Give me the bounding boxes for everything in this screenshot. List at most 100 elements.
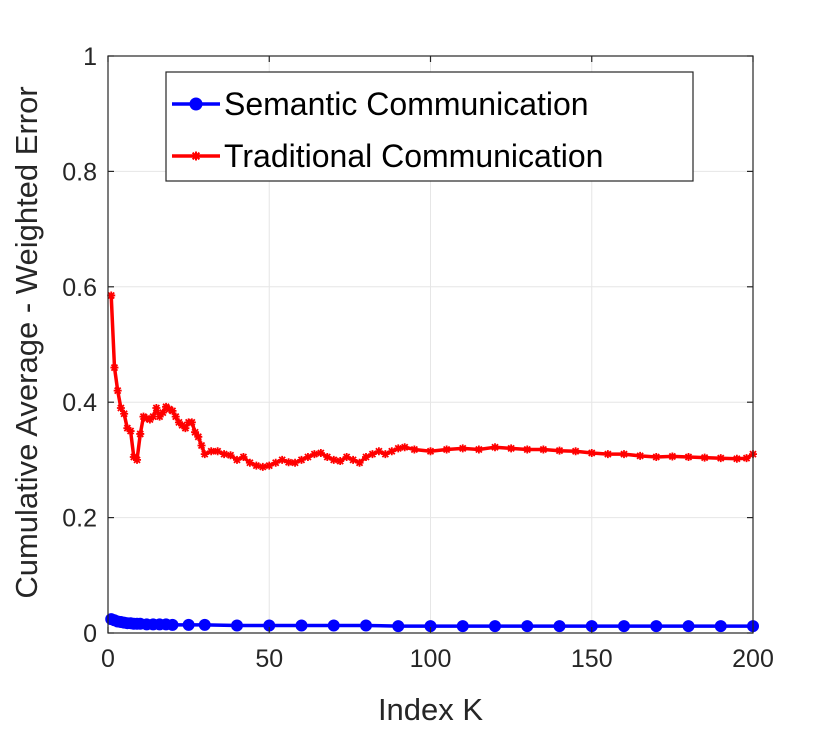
data-point <box>571 447 580 456</box>
x-tick-label: 200 <box>732 645 774 673</box>
data-point <box>152 403 161 412</box>
data-point <box>362 453 370 462</box>
legend-entry: Semantic Communication <box>172 86 589 122</box>
data-point <box>652 453 661 462</box>
y-tick-label: 0.4 <box>62 389 97 417</box>
data-point <box>456 620 469 633</box>
data-point <box>166 618 179 631</box>
series-traditional-communication <box>107 291 757 471</box>
data-point <box>336 457 345 466</box>
data-point <box>618 620 630 633</box>
data-point <box>239 453 248 462</box>
x-tick-label: 50 <box>255 645 283 673</box>
data-point <box>491 443 499 452</box>
data-point <box>142 414 151 423</box>
data-point <box>145 415 154 424</box>
data-point <box>742 454 751 463</box>
data-point <box>507 444 516 453</box>
data-point <box>116 403 125 412</box>
data-point <box>410 445 419 454</box>
data-point <box>636 451 645 460</box>
data-point <box>291 458 300 467</box>
data-point <box>120 409 129 418</box>
data-point <box>168 406 177 415</box>
data-point <box>682 620 695 633</box>
data-point <box>387 447 396 456</box>
legend-marker <box>189 97 203 111</box>
data-point <box>700 453 709 462</box>
data-point <box>178 421 187 430</box>
x-tick-label: 100 <box>410 645 452 673</box>
data-point <box>165 405 174 414</box>
data-point <box>182 618 195 631</box>
data-point <box>555 446 564 455</box>
data-point <box>349 455 358 464</box>
data-point <box>207 447 216 456</box>
data-point <box>174 418 183 427</box>
data-point <box>342 453 351 462</box>
data-point <box>521 620 534 633</box>
data-point <box>295 619 308 632</box>
data-point <box>668 452 677 461</box>
data-point <box>194 432 203 441</box>
data-point <box>181 424 190 433</box>
y-tick-label: 0 <box>83 620 97 648</box>
legend-label: Semantic Communication <box>224 86 589 122</box>
data-point <box>126 427 135 436</box>
data-point <box>587 448 596 457</box>
data-point <box>368 450 377 459</box>
data-point <box>400 443 409 452</box>
data-point <box>310 450 319 459</box>
data-point <box>191 428 200 437</box>
y-tick-label: 0.8 <box>62 158 97 186</box>
data-point <box>149 412 158 421</box>
data-point <box>360 619 372 632</box>
data-point <box>474 445 483 454</box>
legend-label: Traditional Communication <box>224 138 603 174</box>
data-point <box>284 458 293 467</box>
data-point <box>226 451 235 460</box>
y-tick-label: 0.6 <box>62 274 97 302</box>
data-point <box>197 441 206 450</box>
y-tick-label: 0.2 <box>62 505 97 533</box>
data-point <box>553 620 566 633</box>
data-point <box>329 455 338 464</box>
data-point <box>620 450 628 459</box>
data-point <box>374 447 383 456</box>
data-point <box>155 412 164 421</box>
legend-entries: Semantic Communication Traditional Commun… <box>172 86 603 174</box>
data-point <box>523 445 532 454</box>
x-axis-label: Index K <box>378 692 483 727</box>
data-point <box>297 455 306 464</box>
data-point <box>458 444 467 453</box>
data-point <box>213 447 222 456</box>
y-axis-label: Cumulative Average - Weighted Error <box>9 86 44 598</box>
data-point <box>113 386 122 395</box>
data-point <box>110 363 119 372</box>
data-point <box>129 453 138 462</box>
data-point <box>323 453 332 462</box>
data-point <box>442 445 451 454</box>
data-point <box>133 455 142 464</box>
data-point <box>136 429 145 438</box>
data-point <box>714 620 727 633</box>
legend-marker <box>191 151 201 161</box>
data-point <box>245 458 254 467</box>
data-point <box>303 453 312 462</box>
data-point <box>252 461 261 470</box>
data-point <box>220 450 229 459</box>
data-point <box>539 445 548 454</box>
data-point <box>684 453 693 462</box>
data-point <box>650 620 663 633</box>
data-point <box>355 458 364 467</box>
data-point <box>187 418 196 427</box>
data-point <box>381 450 390 459</box>
data-point <box>200 450 209 459</box>
legend-entry: Traditional Communication <box>172 138 603 174</box>
data-point <box>139 412 148 421</box>
ticks: 0 50 100 150 200 0 0.2 0.4 0.6 0.8 1 <box>62 43 774 673</box>
data-point <box>316 448 325 457</box>
legend-box <box>165 71 694 182</box>
data-point <box>603 450 612 459</box>
